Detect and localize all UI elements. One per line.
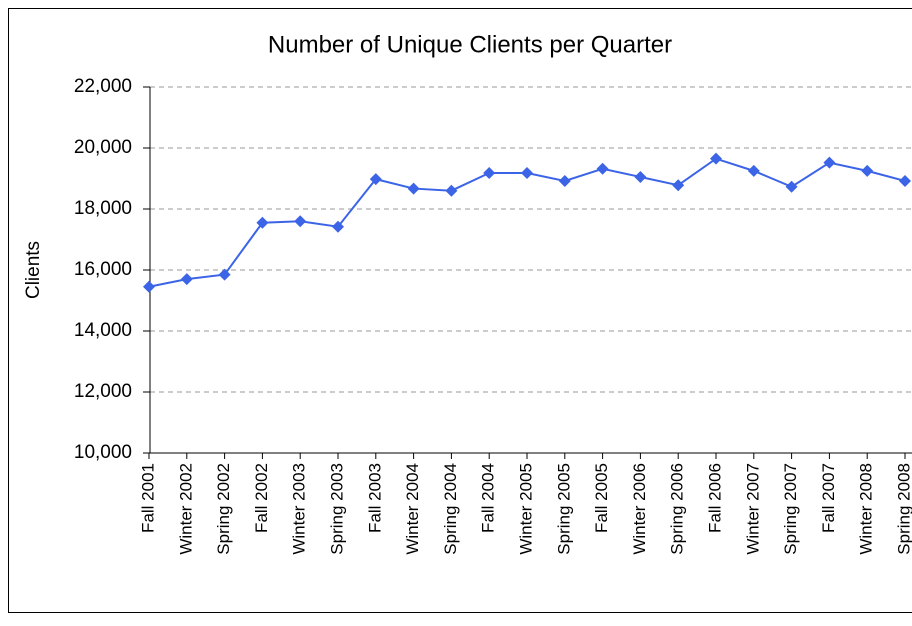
x-tick-label: Spring 2007 — [781, 463, 800, 555]
x-tick-label: Spring 2008 — [894, 463, 912, 555]
chart-title: Number of Unique Clients per Quarter — [268, 31, 672, 58]
x-tick-label: Winter 2003 — [290, 463, 309, 555]
marker — [861, 164, 874, 177]
marker — [785, 180, 798, 193]
marker — [823, 156, 836, 169]
x-tick-label: Winter 2005 — [516, 463, 535, 555]
marker — [747, 164, 760, 177]
y-tick-label: 14,000 — [74, 320, 132, 341]
marker — [143, 280, 155, 293]
marker — [710, 152, 722, 165]
marker — [294, 215, 307, 228]
x-tick-label: Fall 2003 — [365, 463, 384, 533]
x-tick-label: Winter 2006 — [630, 463, 649, 555]
marker — [558, 174, 571, 187]
x-tick-label: Winter 2004 — [403, 463, 422, 555]
marker — [634, 170, 647, 183]
x-tick-label: Fall 2006 — [705, 463, 724, 533]
x-tick-label: Fall 2005 — [592, 463, 611, 533]
marker — [445, 184, 458, 197]
x-tick-label: Spring 2003 — [327, 463, 346, 555]
x-tick-label: Fall 2002 — [252, 463, 271, 533]
y-tick-label: 18,000 — [74, 198, 132, 219]
x-tick-label: Spring 2006 — [668, 463, 687, 555]
marker — [521, 167, 533, 180]
marker — [332, 220, 344, 233]
marker — [256, 216, 269, 229]
chart-frame — [8, 8, 912, 613]
marker — [899, 174, 911, 187]
marker — [483, 167, 496, 180]
x-tick-label: Winter 2002 — [176, 463, 195, 555]
y-axis-label: Clients — [23, 241, 44, 299]
marker — [369, 173, 382, 186]
y-tick-label: 22,000 — [74, 76, 132, 97]
x-tick-label: Fall 2004 — [479, 463, 498, 533]
marker — [596, 162, 609, 175]
x-tick-label: Fall 2007 — [819, 463, 838, 533]
x-tick-label: Fall 2001 — [138, 463, 157, 533]
x-tick-label: Winter 2007 — [743, 463, 762, 555]
marker — [180, 273, 193, 286]
y-tick-label: 16,000 — [74, 259, 132, 280]
x-tick-label: Spring 2004 — [441, 463, 460, 555]
marker — [672, 179, 685, 192]
x-tick-label: Spring 2002 — [214, 463, 233, 555]
marker — [218, 268, 231, 281]
x-tick-label: Spring 2005 — [554, 463, 573, 555]
y-tick-label: 10,000 — [74, 442, 132, 463]
y-tick-label: 20,000 — [74, 137, 132, 158]
marker — [407, 182, 420, 195]
x-tick-label: Winter 2008 — [857, 463, 876, 555]
y-tick-label: 12,000 — [74, 381, 132, 402]
